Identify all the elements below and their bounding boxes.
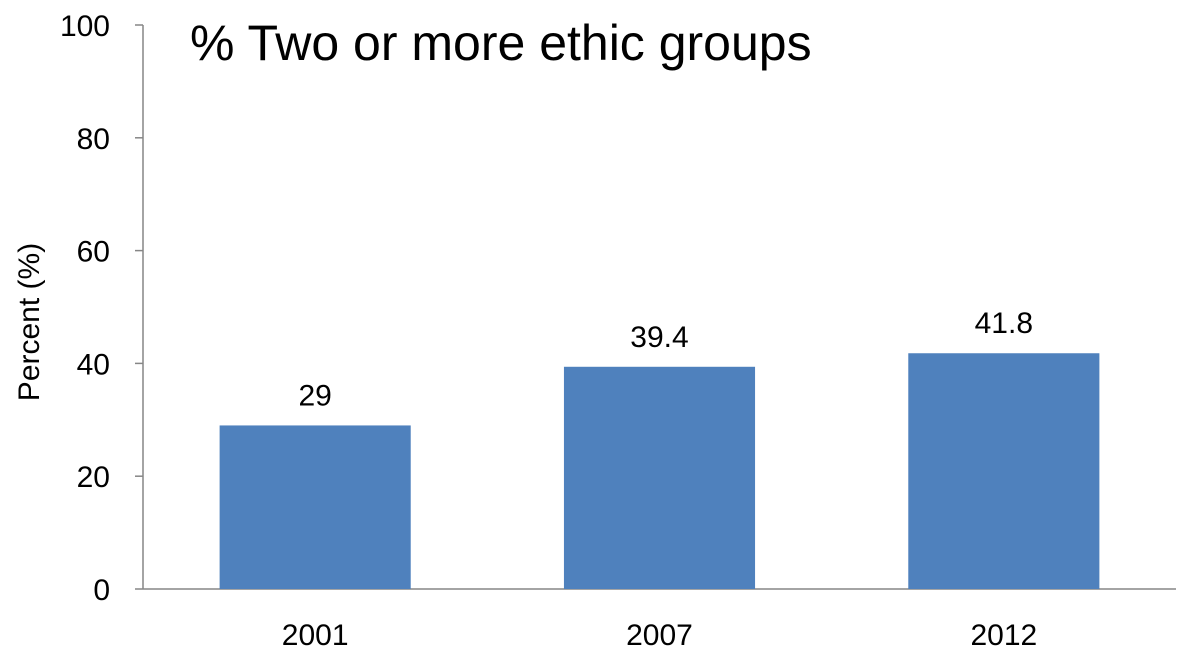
bar-2007 [563,366,756,589]
y-tick-label: 100 [60,10,110,43]
y-tick-label: 20 [77,461,110,494]
x-axis-ticks: 2001 2007 2012 [282,619,1037,651]
x-tick-label-2001: 2001 [282,619,349,651]
data-label-2001: 29 [298,379,331,412]
chart-title: % Two or more ethic groups [190,15,812,71]
bars [219,353,1100,589]
y-tick-label: 80 [77,123,110,156]
y-tick-label: 0 [93,574,110,607]
y-axis-title: Percent (%) [13,243,46,401]
x-tick-label-2012: 2012 [970,619,1037,651]
y-axis-ticks: 0 20 40 60 80 100 [60,10,143,607]
bar-2001 [219,425,411,589]
data-label-2012: 41.8 [975,307,1033,340]
data-labels: 29 39.4 41.8 [298,307,1033,412]
x-tick-label-2007: 2007 [626,619,693,651]
y-tick-label: 60 [77,236,110,269]
bar-2012 [908,353,1100,589]
data-label-2007: 39.4 [630,321,688,354]
y-tick-label: 40 [77,348,110,381]
